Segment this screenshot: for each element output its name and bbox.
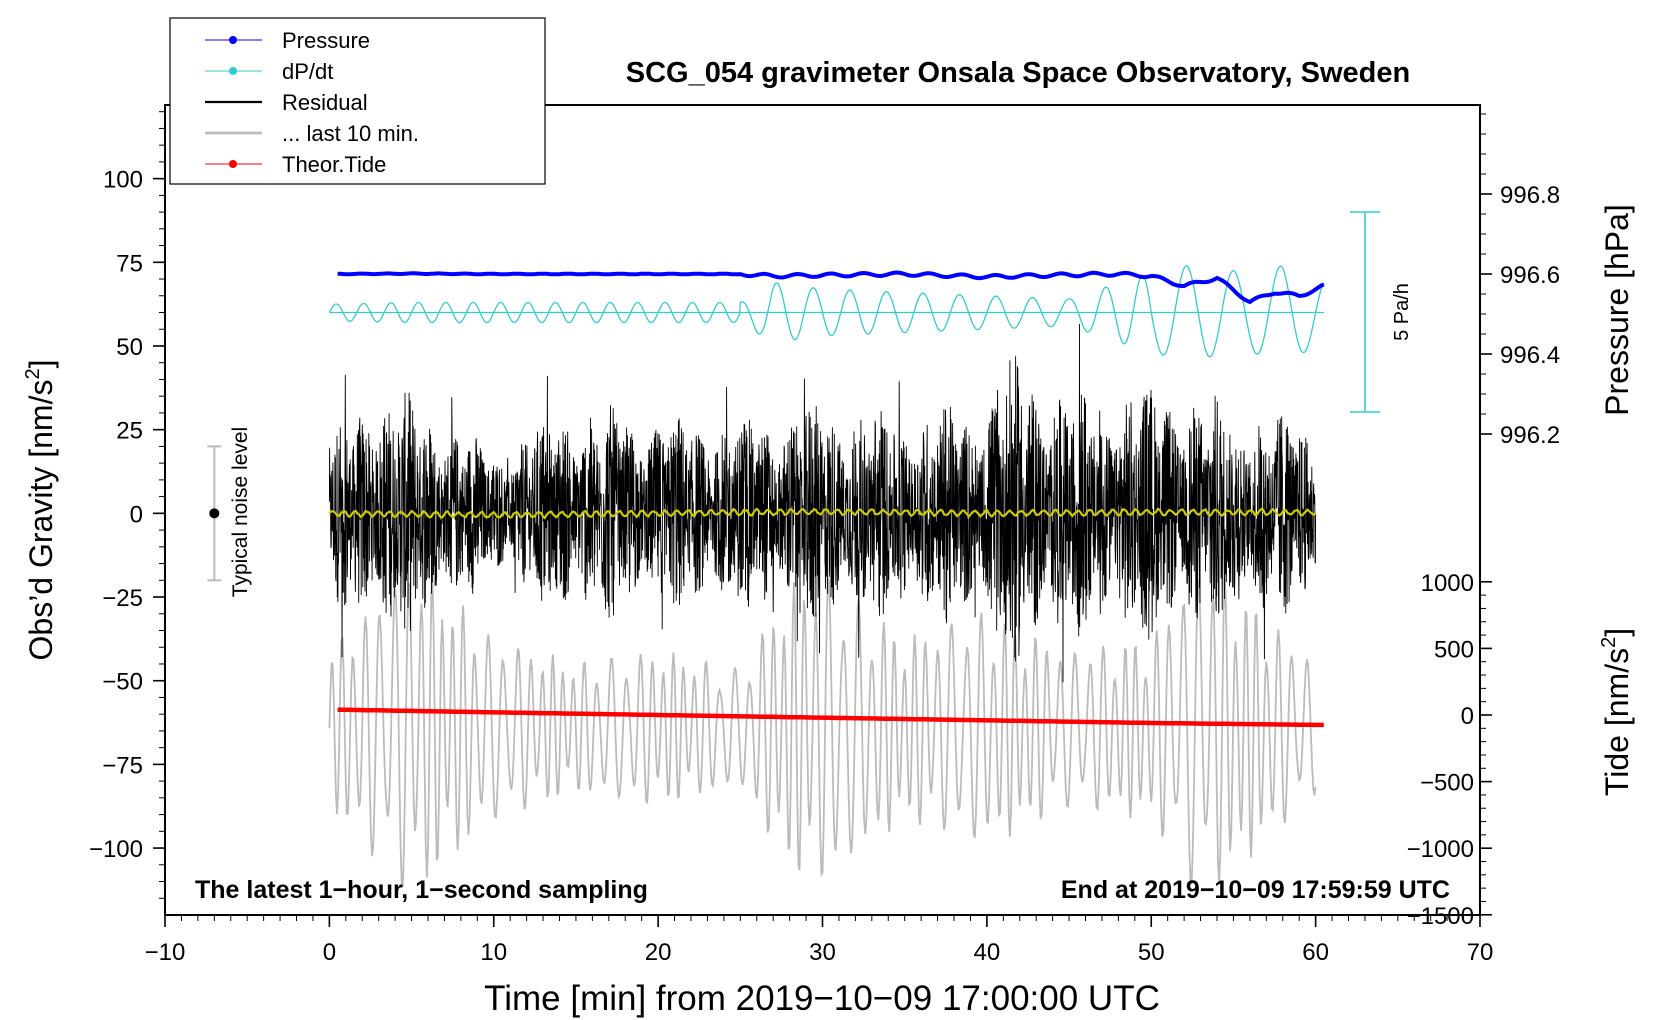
y-tick-label: −25 — [102, 585, 143, 612]
y-tick-label: 100 — [103, 167, 143, 194]
theor-tide-line — [337, 707, 1324, 728]
x-axis: −10 0 10 20 30 40 50 60 70 — [145, 915, 1494, 966]
annotation-right: End at 2019−10−09 17:59:59 UTC — [1061, 876, 1450, 904]
x-tick-label: 60 — [1302, 939, 1329, 966]
y-axis-title-tide: Tide [nm/s2] — [1598, 628, 1635, 796]
pressure-tick-label: 996.6 — [1500, 262, 1560, 289]
tide-tick-label: 0 — [1461, 703, 1474, 730]
noise-level-indicator — [207, 445, 222, 582]
last-10-min-line — [328, 576, 1317, 888]
tide-tick-label: 500 — [1434, 636, 1474, 663]
legend-marker — [229, 160, 237, 168]
tide-tick-label: −500 — [1420, 770, 1474, 797]
legend-label: ... last 10 min. — [282, 121, 419, 146]
y-tick-label: −50 — [102, 669, 143, 696]
y-tick-label: 0 — [130, 501, 143, 528]
chart-title: SCG_054 gravimeter Onsala Space Observat… — [626, 57, 1410, 89]
legend-marker — [229, 67, 237, 75]
y-axis-title-pressure: Pressure [hPa] — [1599, 204, 1635, 416]
residual-mean-series — [328, 507, 1317, 520]
x-tick-label: 30 — [809, 939, 836, 966]
x-tick-label: 70 — [1467, 939, 1494, 966]
x-tick-label: −10 — [145, 939, 186, 966]
legend-label: Theor.Tide — [282, 152, 386, 177]
legend-label: dP/dt — [282, 59, 333, 84]
theor-tide-series — [337, 707, 1324, 728]
y-axis-tide: 1000 500 0 −500 −1000 −1500 — [1407, 570, 1492, 930]
x-tick-label: 20 — [645, 939, 672, 966]
noise-level-label: Typical noise level — [229, 427, 252, 597]
residual-mean-line — [328, 507, 1317, 520]
x-tick-label: 50 — [1138, 939, 1165, 966]
tide-tick-label: −1500 — [1407, 903, 1474, 930]
pressure-tick-label: 996.8 — [1500, 182, 1560, 209]
pressure-line — [337, 270, 1325, 305]
last-10-min-series — [328, 576, 1317, 888]
x-tick-label: 0 — [323, 939, 336, 966]
legend-label: Residual — [282, 90, 368, 115]
y-tick-label: 25 — [116, 418, 143, 445]
legend-label: Pressure — [282, 28, 370, 53]
y-tick-label: −75 — [102, 752, 143, 779]
tide-tick-label: 1000 — [1421, 570, 1474, 597]
dpdt-scale-bar — [1350, 211, 1380, 413]
y-tick-label: 50 — [116, 334, 143, 361]
pressure-tick-label: 996.4 — [1500, 342, 1560, 369]
y-axis-title-left-sup: 2 — [22, 368, 44, 379]
y-axis-gravity: 100 75 50 25 0 −25 −50 −75 −100 — [89, 111, 165, 899]
dpdt-line — [328, 265, 1325, 358]
noise-bar-center — [209, 508, 220, 519]
y-tick-label: −100 — [89, 836, 143, 863]
x-axis-title: Time [min] from 2019−10−09 17:00:00 UTC — [484, 979, 1160, 1018]
dpdt-series — [328, 265, 1325, 358]
pressure-series — [337, 270, 1325, 305]
residual-line — [328, 323, 1317, 683]
pressure-tick-label: 996.2 — [1500, 422, 1560, 449]
x-tick-label: 10 — [480, 939, 507, 966]
y-tick-label: 75 — [116, 250, 143, 277]
legend-marker — [229, 36, 237, 44]
tide-tick-label: −1000 — [1407, 836, 1474, 863]
y-axis-title-tide-sup: 2 — [1598, 637, 1620, 648]
dpdt-scale-label: 5 Pa/h — [1391, 283, 1413, 341]
residual-series — [328, 323, 1317, 683]
annotation-left: The latest 1−hour, 1−second sampling — [195, 876, 648, 904]
legend: Pressure dP/dt Residual ... last 10 min. The… — [169, 17, 546, 185]
y-axis-pressure: 996.8 996.6 996.4 996.2 — [1480, 113, 1560, 449]
x-tick-label: 40 — [974, 939, 1001, 966]
y-axis-title-left: Obs’d Gravity [nm/s2] — [22, 360, 59, 661]
